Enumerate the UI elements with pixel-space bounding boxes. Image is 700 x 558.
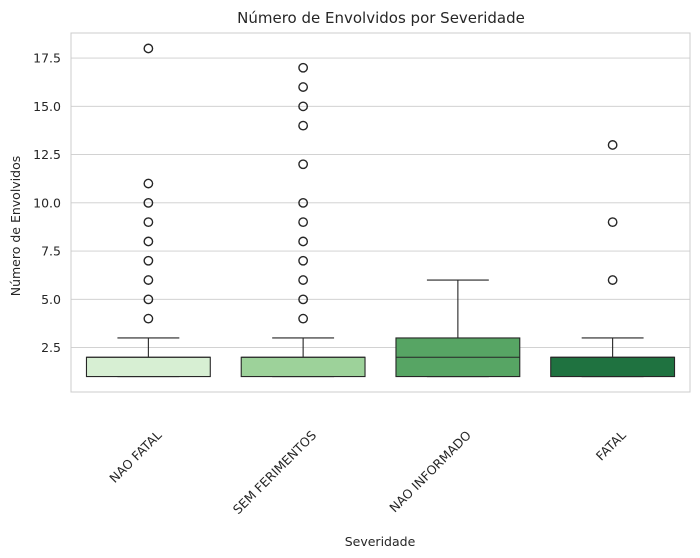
y-tick-label: 12.5	[33, 147, 61, 162]
outlier-point	[607, 140, 618, 150]
chart-title: Número de Envolvidos por Severidade	[237, 9, 525, 27]
box-iqr	[240, 356, 366, 378]
outlier-point	[298, 294, 309, 305]
outlier-point	[607, 275, 618, 285]
outlier-point	[143, 236, 154, 247]
y-tick-label: 10.0	[33, 195, 61, 210]
y-axis-label: Número de Envolvidos	[8, 156, 23, 297]
y-tick-label: 7.5	[41, 244, 61, 259]
x-tick-labels: NAO FATAL SEM FERIMENTOS NAO INFORMADO FATA…	[106, 427, 628, 517]
outlier-point	[607, 217, 618, 228]
outlier-point	[143, 255, 154, 266]
x-axis-label: Severidade	[345, 534, 416, 549]
y-tick-labels: 2.5 5.0 7.5 10.0 12.5 15.0 17.5	[33, 51, 61, 356]
box-iqr	[85, 356, 211, 378]
gridlines	[71, 57, 690, 349]
y-tick-label: 15.0	[33, 99, 61, 114]
box-group	[550, 140, 676, 378]
outlier-point	[143, 178, 154, 189]
outlier-point	[143, 275, 154, 285]
outlier-point	[298, 275, 309, 285]
box-group	[395, 279, 521, 378]
x-tick-label: FATAL	[593, 427, 629, 463]
outlier-point	[298, 217, 309, 228]
x-tick-label: SEM FERIMENTOS	[230, 427, 319, 516]
outlier-point	[143, 294, 154, 305]
box-group	[85, 43, 211, 378]
box-iqr	[550, 356, 676, 378]
outlier-point	[298, 82, 309, 92]
outlier-point	[143, 197, 154, 208]
outlier-point	[298, 159, 309, 170]
outlier-point	[143, 313, 154, 324]
outlier-point	[298, 101, 309, 112]
outlier-point	[143, 43, 154, 54]
outlier-point	[298, 313, 309, 324]
y-tick-label: 17.5	[33, 51, 61, 66]
plot-frame	[70, 32, 691, 393]
boxes	[85, 43, 676, 378]
y-tick-label: 2.5	[41, 340, 61, 355]
y-tick-label: 5.0	[41, 292, 61, 307]
outlier-point	[298, 255, 309, 266]
outlier-point	[298, 62, 309, 73]
x-tick-label: NAO FATAL	[106, 428, 164, 486]
box-group	[240, 62, 366, 378]
outlier-point	[298, 197, 309, 208]
x-tick-label: NAO INFORMADO	[386, 427, 474, 515]
outlier-point	[298, 236, 309, 247]
outlier-point	[143, 217, 154, 228]
outlier-point	[298, 120, 309, 131]
